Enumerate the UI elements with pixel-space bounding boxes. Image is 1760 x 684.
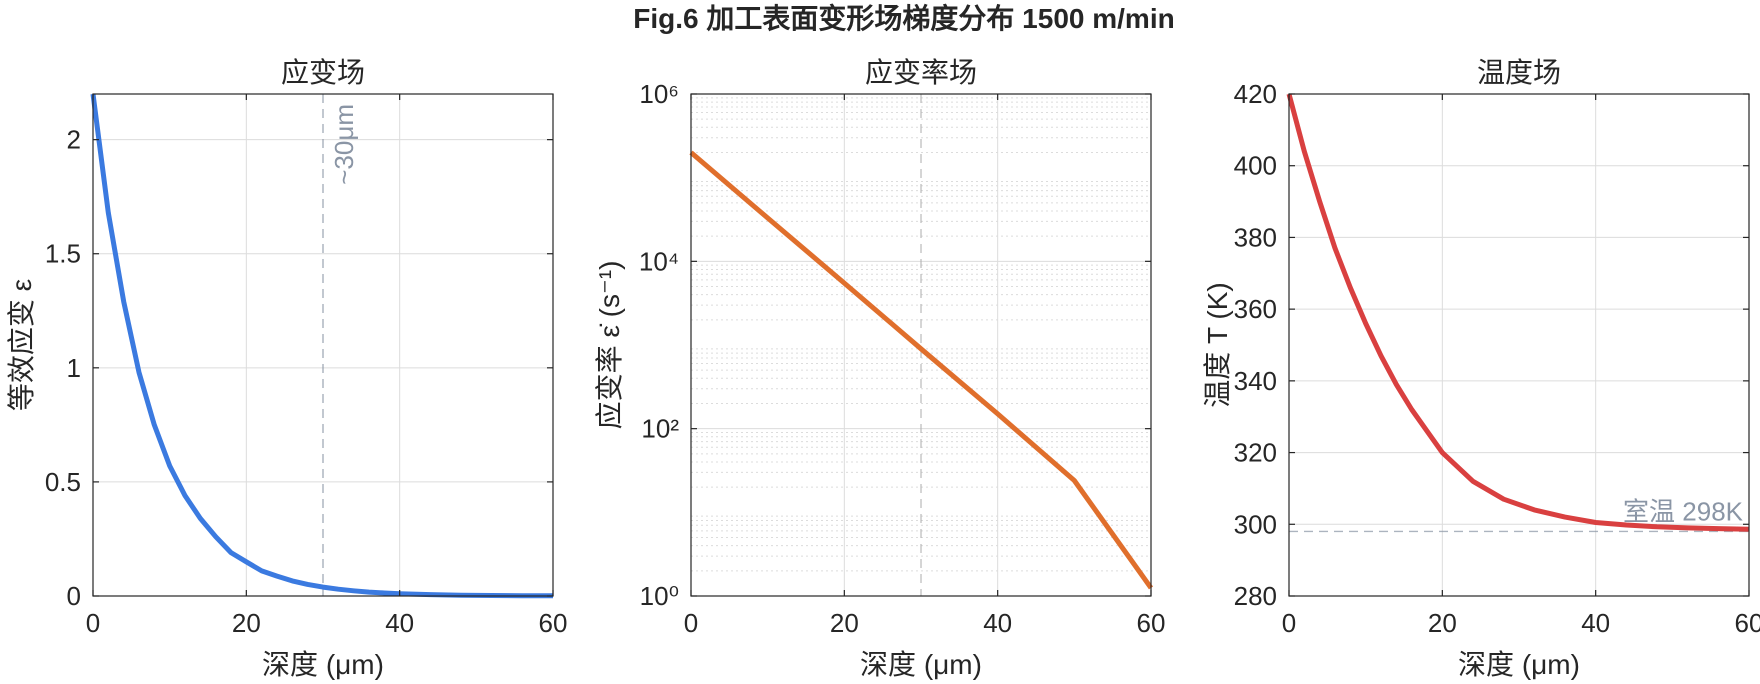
series-line — [90, 93, 553, 599]
y-tick-label: 300 — [1234, 509, 1277, 539]
y-tick-label: 1 — [67, 353, 81, 383]
y-axis-label: 应变率 ε̇ (s⁻¹) — [594, 261, 625, 430]
plot-frame — [690, 93, 1152, 597]
y-tick-label: 0.5 — [45, 467, 81, 497]
panel-title: 温度场 — [1477, 57, 1561, 88]
y-tick-label: 420 — [1234, 79, 1277, 109]
y-tick-label: 10⁶ — [639, 79, 679, 109]
x-tick-label: 20 — [830, 608, 859, 638]
x-tick-label: 60 — [1137, 608, 1166, 638]
x-axis-label: 深度 (μm) — [860, 649, 982, 680]
y-tick-label: 380 — [1234, 222, 1277, 252]
y-tick-label: 0 — [67, 581, 81, 611]
chart-panel-3: 室温 298K 0 20 40 60 280 300 320 340 360 380 400 420 温度… — [1202, 57, 1760, 680]
figure-title: Fig.6 加工表面变形场梯度分布 1500 m/min — [633, 2, 1174, 34]
x-axis-label: 深度 (μm) — [1458, 649, 1580, 680]
panel-title: 应变场 — [281, 57, 365, 88]
y-axis-label: 等效应变 ε — [6, 279, 37, 411]
plot-frame — [92, 93, 554, 597]
x-tick-label: 40 — [983, 608, 1012, 638]
y-tick-label: 1.5 — [45, 239, 81, 269]
reference-line-label: 室温 298K — [1623, 496, 1744, 526]
x-tick-label: 20 — [1428, 608, 1457, 638]
x-tick-label: 20 — [232, 608, 261, 638]
x-axis-label: 深度 (μm) — [262, 649, 384, 680]
y-tick-label: 10⁴ — [639, 246, 679, 276]
y-tick-label: 340 — [1234, 366, 1277, 396]
y-tick-label: 2 — [67, 125, 81, 155]
y-axis-label: 温度 T (K) — [1202, 282, 1233, 407]
series-line — [1286, 93, 1750, 532]
plot-frame — [1288, 93, 1750, 597]
series-line — [689, 150, 1154, 590]
x-tick-label: 0 — [684, 608, 698, 638]
y-tick-label: 10² — [641, 414, 679, 444]
panel-title: 应变率场 — [865, 57, 977, 88]
y-tick-label: 320 — [1234, 438, 1277, 468]
x-tick-label: 40 — [385, 608, 414, 638]
reference-line-label: ~30μm — [329, 104, 359, 185]
x-tick-label: 0 — [1282, 608, 1296, 638]
y-tick-label: 360 — [1234, 294, 1277, 324]
x-tick-label: 60 — [539, 608, 568, 638]
y-tick-label: 10⁰ — [640, 581, 679, 611]
y-tick-label: 280 — [1234, 581, 1277, 611]
x-tick-label: 0 — [86, 608, 100, 638]
x-tick-label: 40 — [1581, 608, 1610, 638]
y-tick-label: 400 — [1234, 151, 1277, 181]
x-tick-label: 60 — [1735, 608, 1760, 638]
